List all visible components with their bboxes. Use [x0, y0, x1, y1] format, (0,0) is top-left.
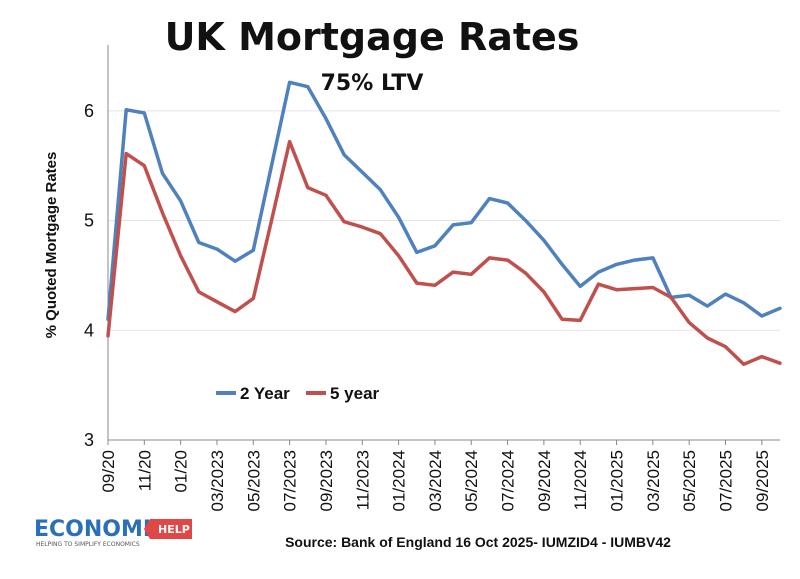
- x-tick-label: 09/2023: [317, 450, 336, 511]
- x-tick-label: 07/2024: [499, 450, 518, 511]
- logo-help-text: HELP: [158, 523, 190, 536]
- x-tick-label: 01/2024: [390, 450, 409, 511]
- x-tick-label: 01/20: [172, 450, 191, 493]
- legend-label-2-year: 2 Year: [240, 384, 290, 403]
- x-tick-labels: 09/20 11/20 01/20 03/2023 05/2023 07/2023 09/2…: [99, 450, 772, 511]
- x-tick-label: 03/2023: [208, 450, 227, 511]
- gridlines: [108, 110, 780, 331]
- y-tick-label: 5: [84, 211, 94, 231]
- x-tick-label: 03/2024: [426, 450, 445, 511]
- economics-help-logo: ECONOMICS HELP HELPING TO SIMPLIFY ECONO…: [34, 517, 192, 548]
- series-line-2-year: [106, 80, 782, 322]
- x-tick-label: 05/2025: [680, 450, 699, 511]
- x-tick-label: 09/20: [99, 450, 118, 493]
- x-tick-label: 07/2025: [717, 450, 736, 511]
- y-axis-label: % Quoted Mortgage Rates: [43, 152, 60, 339]
- series-line-5-year: [106, 139, 782, 367]
- chart-title: UK Mortgage Rates: [165, 15, 580, 59]
- x-tick-label: 01/2025: [608, 450, 627, 511]
- legend-label-5-year: 5 year: [330, 384, 380, 403]
- x-tick-label: 03/2025: [644, 450, 663, 511]
- source-note: Source: Bank of England 16 Oct 2025- IUM…: [285, 534, 671, 550]
- x-tick-label: 11/2023: [353, 450, 372, 510]
- x-tick-label: 07/2023: [281, 450, 300, 511]
- y-tick-label: 4: [84, 320, 94, 340]
- y-tick-labels: 3 4 5 6: [84, 101, 94, 450]
- chart-subtitle: 75% LTV: [321, 71, 424, 96]
- x-tick-label: 11/20: [135, 450, 154, 491]
- logo-badge-icon: [144, 519, 192, 539]
- y-tick-label: 6: [84, 101, 94, 121]
- x-tick-label: 05/2023: [244, 450, 263, 511]
- logo-tagline: HELPING TO SIMPLIFY ECONOMICS: [36, 541, 140, 548]
- x-tick-label: 05/2024: [462, 450, 481, 511]
- axes: [107, 45, 780, 445]
- y-tick-label: 3: [84, 430, 94, 450]
- x-tick-label: 09/2024: [535, 450, 554, 511]
- series-lines: [106, 80, 782, 367]
- x-tick-label: 09/2025: [753, 450, 772, 511]
- legend: 2 Year 5 year: [216, 384, 380, 403]
- x-tick-label: 11/2024: [571, 450, 590, 510]
